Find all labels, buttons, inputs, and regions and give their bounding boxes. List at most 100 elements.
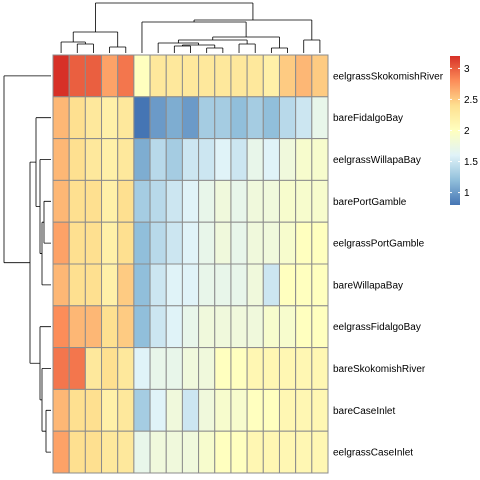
heatmap-cell: [246, 305, 264, 349]
heatmap-cell: [117, 138, 135, 181]
column-dendrogram: [60, 2, 321, 53]
heatmap-cell: [68, 221, 86, 265]
heatmap-cell: [246, 54, 264, 98]
heatmap-cell: [246, 96, 264, 140]
heatmap-cell: [230, 138, 248, 181]
heatmap-cell: [133, 221, 151, 265]
heatmap-cell: [230, 54, 248, 98]
heatmap-cell: [117, 221, 135, 265]
heatmap-cell: [101, 388, 119, 432]
heatmap-cell: [117, 263, 135, 307]
heatmap-cell: [165, 54, 183, 98]
heatmap-cell: [52, 96, 70, 140]
heatmap-cell: [117, 388, 135, 432]
heatmap-cell: [165, 96, 183, 140]
legend-tick-label: 2.5: [464, 95, 478, 106]
heatmap-cell: [165, 179, 183, 223]
heatmap-cell: [278, 54, 297, 98]
heatmap-cell: [84, 263, 103, 307]
heatmap-cell: [246, 388, 264, 432]
heatmap-cell: [262, 305, 280, 349]
heatmap-cell: [84, 221, 103, 265]
heatmap-cell: [214, 96, 232, 140]
heatmap-cell: [101, 430, 119, 474]
heatmap-cell: [311, 388, 329, 432]
heatmap-cell: [68, 96, 86, 140]
heatmap-cell: [68, 388, 86, 432]
heatmap-cell: [311, 430, 329, 474]
heatmap-cell: [230, 388, 248, 432]
heatmap-cell: [84, 96, 103, 140]
heatmap-cell: [101, 96, 119, 140]
heatmap-cell: [262, 54, 280, 98]
heatmap-cell: [149, 221, 167, 265]
heatmap-cell: [295, 54, 313, 98]
heatmap-cell: [52, 430, 70, 474]
heatmap-cell: [214, 138, 232, 181]
heatmap-cell: [181, 388, 200, 432]
heatmap-cell: [52, 54, 70, 98]
heatmap-cell: [149, 347, 167, 390]
heatmap-cell: [149, 430, 167, 474]
heatmap-cell: [230, 221, 248, 265]
heatmap-cell: [198, 430, 216, 474]
heatmap-cell: [230, 305, 248, 349]
row-label: eelgrassSkokomishRiver: [333, 71, 444, 82]
row-label: bareSkokomishRiver: [333, 364, 426, 375]
heatmap-cell: [133, 263, 151, 307]
heatmap-cell: [262, 430, 280, 474]
heatmap-cell: [133, 96, 151, 140]
column-dendrogram-links: [60, 2, 321, 53]
heatmap-cell: [149, 388, 167, 432]
row-dendrogram-links: [3, 75, 51, 453]
heatmap-cell: [52, 347, 70, 390]
legend-tick-label: 1: [464, 188, 470, 199]
heatmap-cell: [214, 388, 232, 432]
heatmap-cell: [133, 179, 151, 223]
heatmap-cell: [262, 179, 280, 223]
heatmap-cell: [278, 263, 297, 307]
heatmap-cell: [68, 138, 86, 181]
legend-tick-label: 3: [464, 64, 470, 75]
heatmap-cell: [311, 263, 329, 307]
heatmap-cell: [262, 221, 280, 265]
heatmap-cell: [165, 347, 183, 390]
heatmap-cell: [230, 263, 248, 307]
heatmap-cell: [133, 347, 151, 390]
heatmap-cell: [165, 263, 183, 307]
heatmap-cell: [68, 54, 86, 98]
heatmap-cell: [278, 305, 297, 349]
row-label: bareFidalgoBay: [333, 113, 403, 124]
heatmap-cell: [181, 221, 200, 265]
legend-tick-label: 2: [464, 126, 470, 137]
heatmap-cell: [295, 430, 313, 474]
heatmap-cell: [230, 179, 248, 223]
heatmap-cell: [133, 430, 151, 474]
heatmap-cell: [278, 388, 297, 432]
heatmap-cell: [181, 263, 200, 307]
heatmap-cell: [101, 54, 119, 98]
heatmap-cell: [117, 347, 135, 390]
heatmap-cell: [165, 430, 183, 474]
heatmap-cell: [198, 221, 216, 265]
heatmap-cell: [198, 347, 216, 390]
heatmap-cell: [246, 138, 264, 181]
heatmap-cell: [101, 221, 119, 265]
heatmap-cell: [246, 179, 264, 223]
heatmap-cell: [101, 263, 119, 307]
row-label: eelgrassPortGamble: [333, 239, 425, 250]
heatmap-cell: [295, 179, 313, 223]
heatmap-cell: [295, 388, 313, 432]
row-labels: eelgrassSkokomishRiver bareFidalgoBay eelg…: [333, 71, 444, 458]
heatmap-cell: [133, 388, 151, 432]
heatmap-cell: [84, 430, 103, 474]
heatmap-cell: [181, 305, 200, 349]
heatmap-cell: [311, 347, 329, 390]
heatmap-cell: [84, 138, 103, 181]
heatmap-cell: [246, 430, 264, 474]
heatmap-cell: [101, 179, 119, 223]
heatmap-cell: [181, 138, 200, 181]
heatmap-cell: [149, 305, 167, 349]
heatmap-cell: [165, 388, 183, 432]
heatmap-cell: [311, 138, 329, 181]
